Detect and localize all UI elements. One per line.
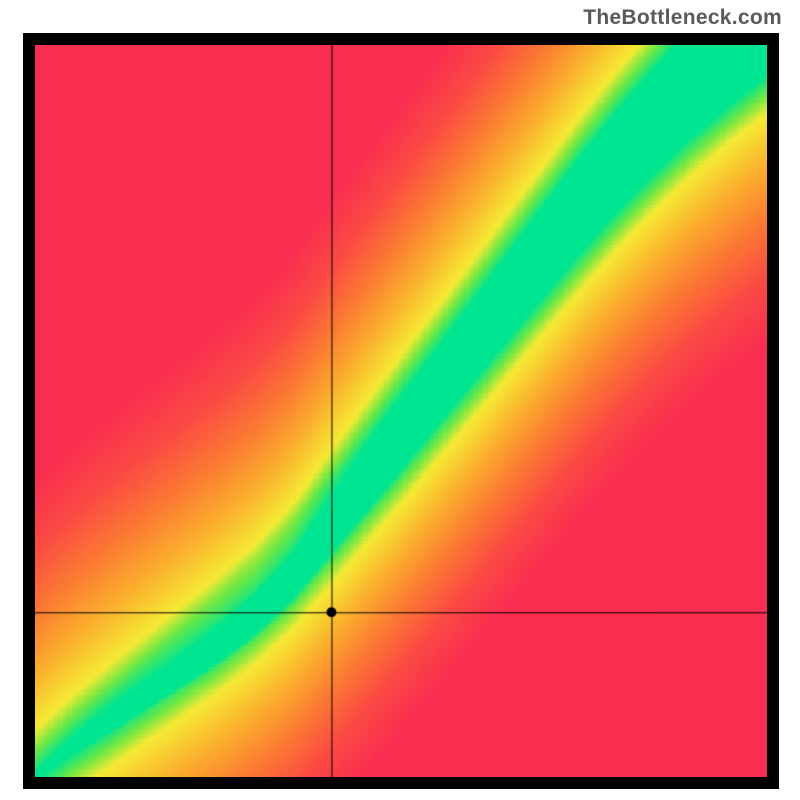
heatmap-canvas [35,45,767,777]
heatmap-canvas-wrap [35,45,767,777]
chart-container: TheBottleneck.com [0,0,800,800]
watermark-text: TheBottleneck.com [583,6,782,30]
